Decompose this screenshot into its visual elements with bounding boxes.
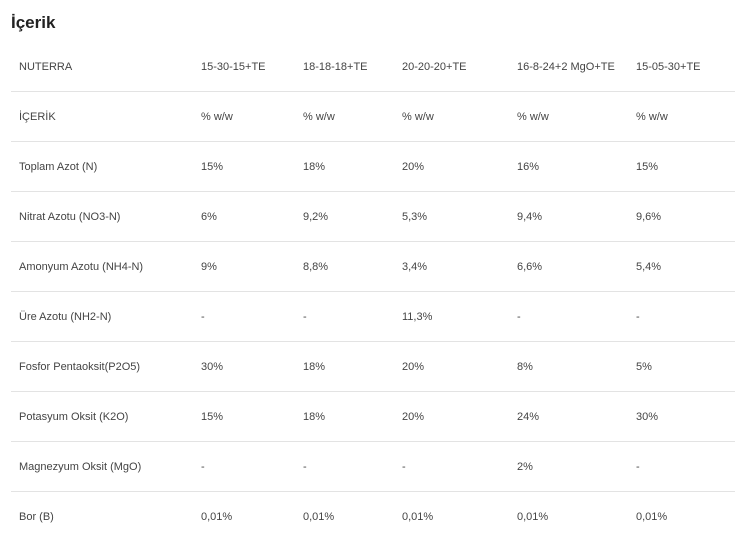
table-cell: 20% <box>394 342 509 392</box>
table-row: Üre Azotu (NH2-N) - - 11,3% - - <box>11 292 735 342</box>
table-cell: - <box>509 292 628 342</box>
table-cell: 2% <box>509 442 628 492</box>
table-cell: 15% <box>193 142 295 192</box>
row-label: Nitrat Azotu (NO3-N) <box>11 192 193 242</box>
table-row: Bor (B) 0,01% 0,01% 0,01% 0,01% 0,01% <box>11 492 735 541</box>
table-row: Nitrat Azotu (NO3-N) 6% 9,2% 5,3% 9,4% 9… <box>11 192 735 242</box>
table-cell: 15% <box>628 142 735 192</box>
table-cell: 18% <box>295 392 394 442</box>
table-cell: 9,2% <box>295 192 394 242</box>
header-cell: 15-05-30+TE <box>628 42 735 92</box>
table-cell: 5,4% <box>628 242 735 292</box>
table-cell: 15% <box>193 392 295 442</box>
header-cell: 20-20-20+TE <box>394 42 509 92</box>
table-cell: - <box>295 442 394 492</box>
table-cell: % w/w <box>628 92 735 142</box>
header-cell: 18-18-18+TE <box>295 42 394 92</box>
table-cell: 9% <box>193 242 295 292</box>
table-cell: 20% <box>394 142 509 192</box>
table-cell: - <box>193 442 295 492</box>
table-cell: % w/w <box>394 92 509 142</box>
header-cell: 16-8-24+2 MgO+TE <box>509 42 628 92</box>
table-cell: 5,3% <box>394 192 509 242</box>
table-cell: - <box>193 292 295 342</box>
table-cell: 30% <box>193 342 295 392</box>
table-cell: % w/w <box>295 92 394 142</box>
table-cell: 5% <box>628 342 735 392</box>
row-label: Fosfor Pentaoksit(P2O5) <box>11 342 193 392</box>
table-cell: 24% <box>509 392 628 442</box>
table-cell: 6% <box>193 192 295 242</box>
content-table: NUTERRA 15-30-15+TE 18-18-18+TE 20-20-20… <box>11 42 735 541</box>
table-cell: 11,3% <box>394 292 509 342</box>
row-label: İÇERİK <box>11 92 193 142</box>
table-cell: % w/w <box>509 92 628 142</box>
header-cell-product-line: NUTERRA <box>11 42 193 92</box>
table-header-row: NUTERRA 15-30-15+TE 18-18-18+TE 20-20-20… <box>11 42 735 92</box>
table-cell: - <box>628 442 735 492</box>
table-row: İÇERİK % w/w % w/w % w/w % w/w % w/w <box>11 92 735 142</box>
table-cell: 6,6% <box>509 242 628 292</box>
table-cell: 0,01% <box>628 492 735 541</box>
table-cell: 0,01% <box>295 492 394 541</box>
table-cell: 0,01% <box>509 492 628 541</box>
table-cell: 8,8% <box>295 242 394 292</box>
table-cell: 18% <box>295 142 394 192</box>
row-label: Toplam Azot (N) <box>11 142 193 192</box>
table-cell: % w/w <box>193 92 295 142</box>
table-cell: 18% <box>295 342 394 392</box>
table-row: Potasyum Oksit (K2O) 15% 18% 20% 24% 30% <box>11 392 735 442</box>
table-cell: - <box>394 442 509 492</box>
table-row: Toplam Azot (N) 15% 18% 20% 16% 15% <box>11 142 735 192</box>
table-cell: 9,6% <box>628 192 735 242</box>
table-cell: 9,4% <box>509 192 628 242</box>
table-cell: 0,01% <box>394 492 509 541</box>
table-cell: 16% <box>509 142 628 192</box>
table-cell: 3,4% <box>394 242 509 292</box>
table-cell: 30% <box>628 392 735 442</box>
row-label: Üre Azotu (NH2-N) <box>11 292 193 342</box>
table-row: Fosfor Pentaoksit(P2O5) 30% 18% 20% 8% 5… <box>11 342 735 392</box>
table-row: Amonyum Azotu (NH4-N) 9% 8,8% 3,4% 6,6% … <box>11 242 735 292</box>
table-row: Magnezyum Oksit (MgO) - - - 2% - <box>11 442 735 492</box>
row-label: Bor (B) <box>11 492 193 541</box>
table-cell: - <box>628 292 735 342</box>
row-label: Magnezyum Oksit (MgO) <box>11 442 193 492</box>
row-label: Amonyum Azotu (NH4-N) <box>11 242 193 292</box>
section-title: İçerik <box>11 13 55 33</box>
table-cell: - <box>295 292 394 342</box>
header-cell: 15-30-15+TE <box>193 42 295 92</box>
row-label: Potasyum Oksit (K2O) <box>11 392 193 442</box>
table-cell: 20% <box>394 392 509 442</box>
table-cell: 8% <box>509 342 628 392</box>
table-cell: 0,01% <box>193 492 295 541</box>
